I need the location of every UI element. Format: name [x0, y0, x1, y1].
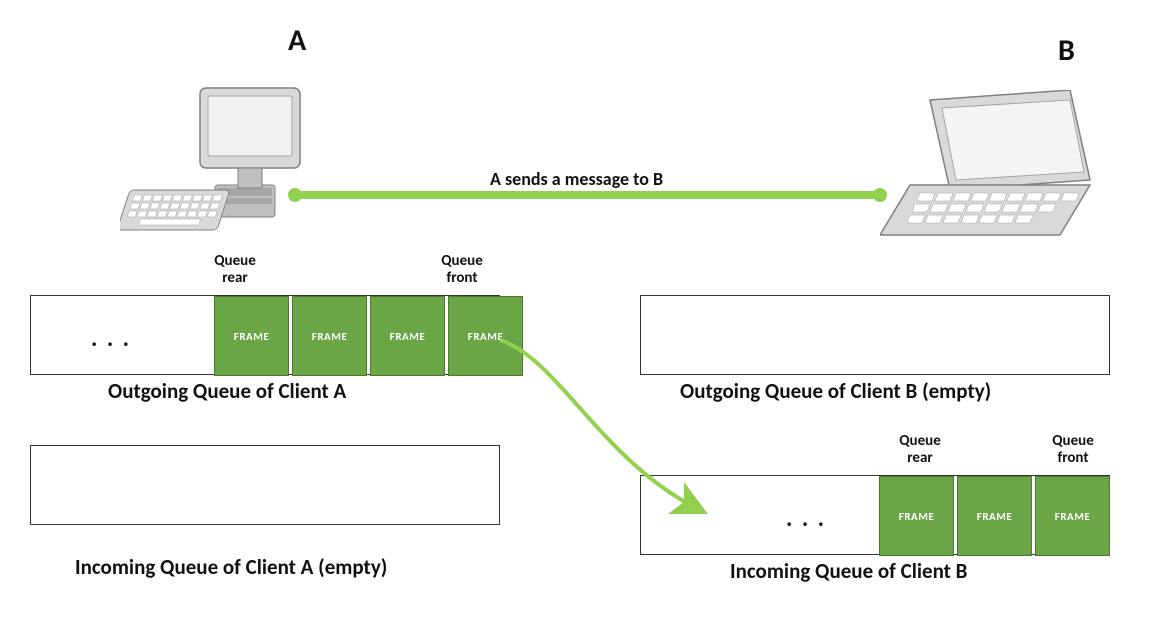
- outgoing-queue-b: [640, 295, 1110, 375]
- queue-ellipsis: . . .: [91, 324, 131, 353]
- queue-rear-label-a: Queuerear: [205, 253, 265, 288]
- frame-cell: FRAME: [214, 296, 289, 376]
- frame-cell: FRAME: [370, 296, 445, 376]
- incoming-queue-a-caption: Incoming Queue of Client A (empty): [75, 554, 387, 580]
- frame-cell: FRAME: [448, 296, 523, 376]
- queue-front-label-a: Queuefront: [432, 253, 492, 288]
- queue-ellipsis: . . .: [786, 504, 826, 533]
- frame-cell: FRAME: [292, 296, 367, 376]
- frame-cell: FRAME: [957, 476, 1032, 556]
- outgoing-queue-a-caption: Outgoing Queue of Client A: [108, 378, 346, 404]
- incoming-queue-b-caption: Incoming Queue of Client B: [730, 558, 967, 584]
- frame-cell: FRAME: [879, 476, 954, 556]
- incoming-queue-a: [30, 445, 500, 525]
- outgoing-queue-a: . . . FRAME FRAME FRAME FRAME: [30, 295, 500, 375]
- connection-label: A sends a message to B: [490, 168, 663, 190]
- frame-cell: FRAME: [1035, 476, 1110, 556]
- queue-rear-label-b: Queuerear: [890, 433, 950, 468]
- outgoing-queue-b-caption: Outgoing Queue of Client B (empty): [680, 378, 991, 404]
- queue-front-label-b: Queuefront: [1043, 433, 1103, 468]
- incoming-queue-b: . . . FRAME FRAME FRAME: [640, 475, 1110, 555]
